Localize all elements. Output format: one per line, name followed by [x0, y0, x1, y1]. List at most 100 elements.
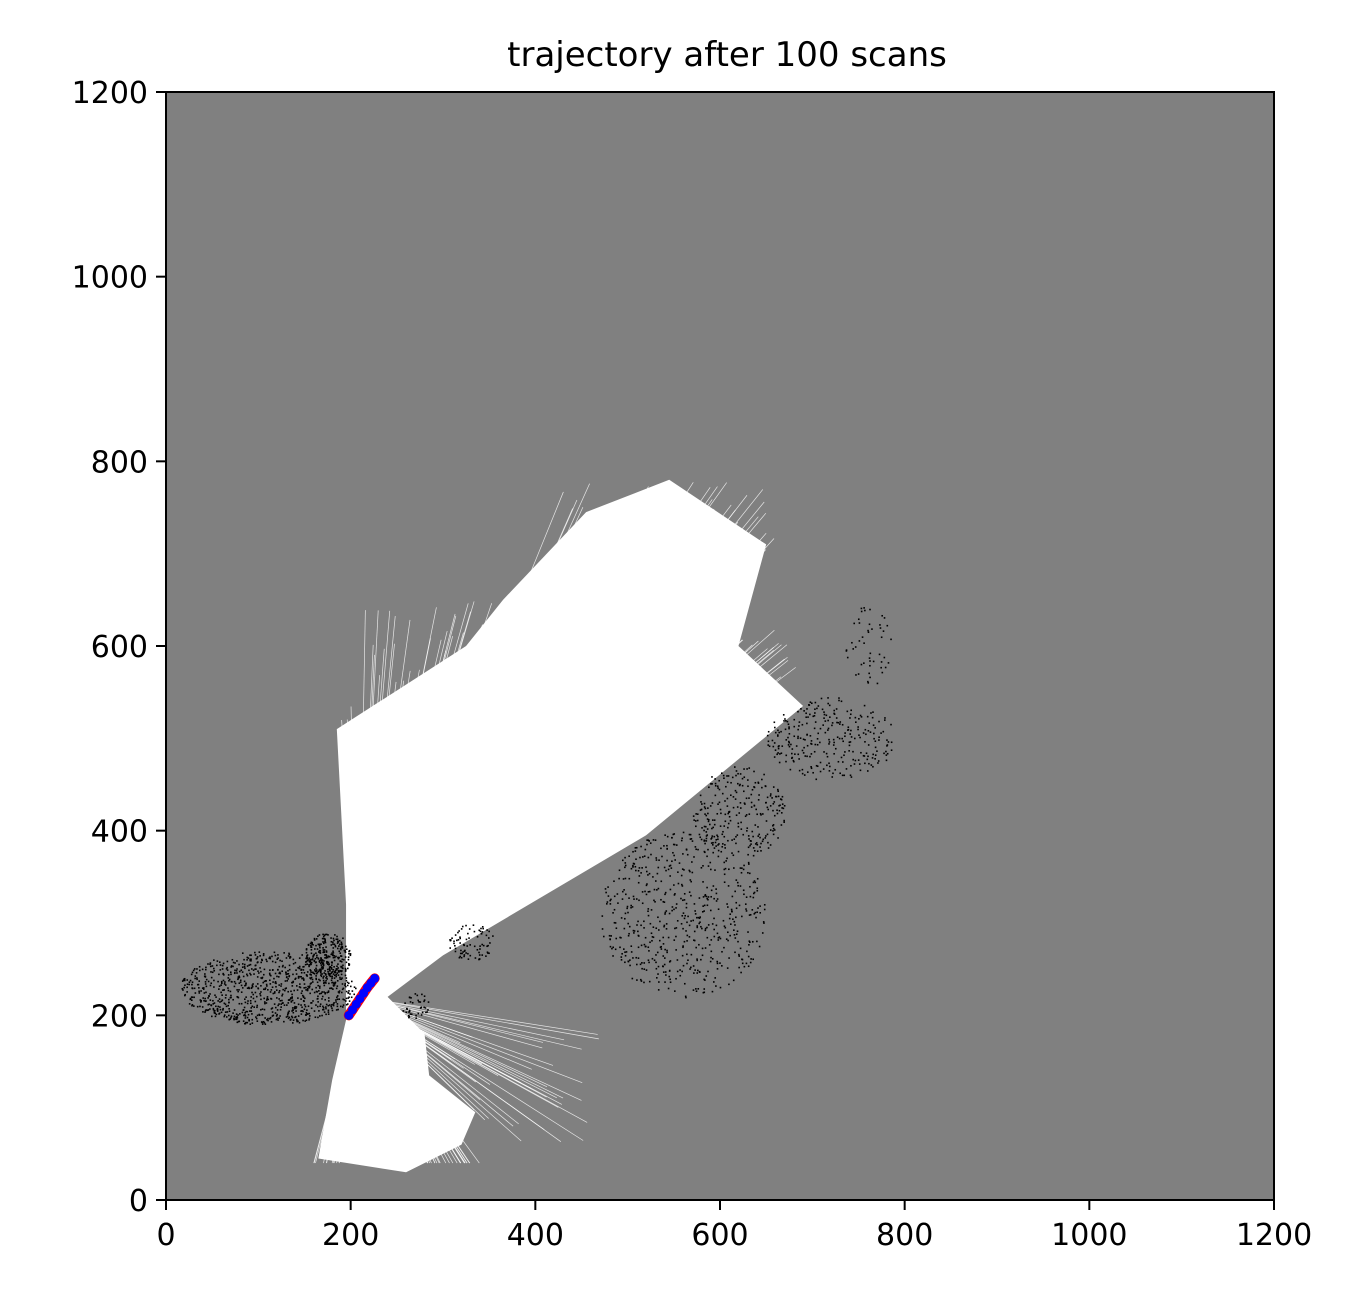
occupied-cell [294, 978, 296, 981]
occupied-cell [788, 745, 791, 748]
occupied-cell [340, 991, 343, 994]
occupied-cell [685, 906, 688, 909]
occupied-cell [714, 784, 717, 787]
occupied-cell [318, 944, 321, 947]
occupied-cell [797, 753, 800, 756]
occupied-cell [295, 973, 298, 975]
occupied-cell [778, 745, 780, 747]
occupied-cell [473, 930, 476, 933]
occupied-cell [212, 967, 215, 970]
occupied-cell [310, 974, 312, 976]
occupied-cell [302, 978, 305, 980]
occupied-cell [316, 956, 318, 959]
occupied-cell [310, 969, 312, 972]
y-tick-label: 200 [91, 999, 148, 1034]
occupied-cell [271, 955, 273, 958]
occupied-cell [861, 636, 864, 638]
occupied-cell [251, 1018, 254, 1021]
occupied-cell [327, 955, 330, 957]
occupied-cell [339, 1005, 342, 1008]
occupied-cell [324, 973, 327, 975]
scan-ray [357, 708, 766, 998]
occupied-cell [332, 947, 335, 949]
occupied-cell [202, 987, 205, 989]
occupied-cell [749, 844, 751, 847]
occupied-cell [832, 738, 835, 741]
occupied-cell [246, 1010, 249, 1013]
occupied-cell [278, 984, 280, 986]
occupied-cell [780, 812, 783, 814]
occupied-cell [314, 1016, 317, 1019]
occupied-cell [666, 951, 668, 954]
occupied-cell [709, 861, 712, 864]
occupied-cell [709, 909, 712, 912]
occupied-cell [311, 978, 314, 981]
occupied-cell [427, 1009, 429, 1011]
occupied-cell [323, 942, 325, 945]
occupied-cell [733, 766, 736, 768]
occupied-cell [285, 1016, 288, 1018]
occupied-cell [636, 979, 638, 981]
occupied-cell [315, 978, 318, 981]
occupied-cell [237, 976, 240, 979]
occupied-cell [227, 974, 230, 976]
occupied-cell [337, 1008, 339, 1011]
occupied-cell [825, 714, 828, 717]
occupied-cell [771, 797, 773, 799]
occupied-cell [643, 855, 646, 857]
occupied-cell [282, 964, 284, 967]
occupied-cell [311, 988, 314, 991]
occupied-cell [337, 963, 339, 965]
occupied-cell [668, 970, 671, 972]
occupied-cell [778, 731, 780, 734]
occupied-cell [288, 952, 290, 955]
occupied-cell [845, 649, 848, 651]
occupied-cell [325, 1007, 327, 1010]
occupied-cell [297, 1003, 300, 1006]
occupied-cell [235, 1013, 238, 1015]
occupied-cell [690, 966, 692, 969]
occupied-cell [218, 998, 221, 1000]
occupied-cell [826, 755, 829, 758]
occupied-cell [306, 975, 308, 977]
occupied-cell [713, 847, 716, 849]
occupied-cell [781, 807, 783, 809]
occupied-cell [333, 977, 336, 979]
occupied-cell [256, 1004, 259, 1007]
occupied-cell [248, 1019, 250, 1022]
occupied-cell [689, 879, 692, 881]
occupied-cell [710, 956, 712, 959]
occupied-cell [230, 965, 233, 967]
occupied-cell [332, 985, 335, 987]
occupied-cell [480, 927, 482, 930]
occupied-cell [288, 975, 290, 978]
occupied-cell [251, 1005, 254, 1008]
occupied-cell [753, 913, 756, 915]
occupied-cell [226, 1011, 229, 1013]
occupied-cell [646, 839, 648, 841]
occupied-cell [814, 721, 817, 723]
occupied-cell [692, 919, 695, 922]
occupied-cell [701, 827, 703, 829]
occupied-cell [759, 846, 761, 848]
occupied-cell [860, 751, 862, 754]
occupied-cell [327, 1011, 330, 1013]
occupied-cell [226, 960, 229, 963]
occupied-cell [785, 760, 787, 763]
occupied-cell [613, 908, 616, 911]
occupied-cell [353, 993, 356, 996]
occupied-cell [465, 938, 468, 941]
occupied-cell [210, 971, 212, 973]
occupied-cell [338, 956, 340, 959]
occupied-cell [623, 948, 625, 950]
occupied-cell [715, 985, 717, 987]
occupied-cell [469, 954, 472, 957]
occupied-cell [325, 975, 328, 978]
occupied-cell [671, 906, 674, 908]
occupied-cell [638, 867, 641, 869]
occupied-cell [855, 721, 857, 723]
occupied-cell [236, 1015, 238, 1018]
occupied-cell [318, 969, 321, 971]
chart-title: trajectory after 100 scans [507, 35, 947, 75]
occupied-cell [698, 943, 700, 946]
